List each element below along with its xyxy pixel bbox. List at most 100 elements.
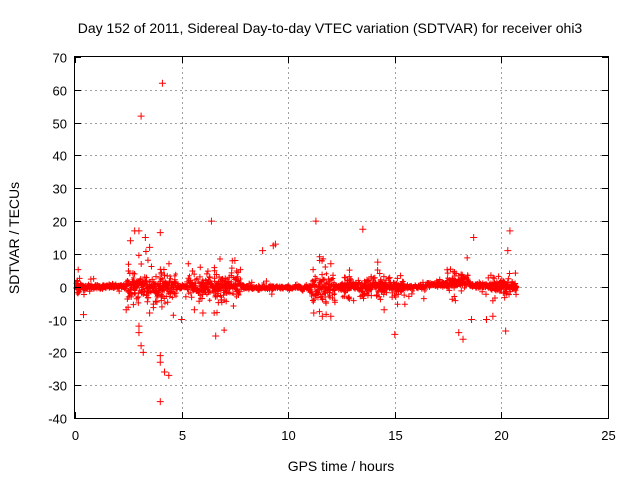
band-point [131,275,136,281]
scatter-point [226,274,233,281]
scatter-point [161,287,168,294]
scatter-point [138,261,145,268]
scatter-point [322,298,329,305]
scatter-point [444,270,451,277]
scatter-point [444,266,451,273]
scatter-point [487,272,494,279]
y-tick-label: 60 [53,84,67,99]
y-tick-label: 0 [60,281,67,296]
scatter-point [132,289,139,296]
scatter-point [331,285,338,292]
x-tick-label: 5 [179,428,186,443]
scatter-point [293,281,300,288]
scatter-point [97,285,104,292]
scatter-point [397,280,404,287]
outlier-point [178,316,186,324]
scatter-point [191,271,198,278]
outlier-point [502,327,510,335]
outlier-point [135,322,143,330]
scatter-point [345,294,352,301]
band-point [324,271,329,277]
scatter-point [319,271,326,278]
y-tick-label: 20 [53,215,67,230]
scatter-point [166,279,173,286]
scatter-point [204,281,211,288]
scatter-point [501,290,508,297]
scatter-point [116,288,123,295]
scatter-point [160,266,167,273]
scatter-point [490,282,497,289]
scatter-point [184,278,191,285]
outlier-point [156,229,164,237]
scatter-point [394,275,401,282]
scatter-point [187,289,194,296]
scatter-point [258,284,265,291]
scatter-point [316,253,323,260]
scatter-point [321,277,328,284]
x-tick-label: 25 [601,428,615,443]
scatter-point [491,294,498,301]
scatter-point [157,274,164,281]
scatter-point [167,290,174,297]
scatter-point [512,270,519,277]
scatter-point [434,279,441,286]
scatter-point [145,294,152,301]
x-tick-label: 15 [388,428,402,443]
axis-ticks: -40 -30 -20 -10 0 10 20 30 40 50 60 70 0 5 10 15 20 25 [48,51,616,444]
scatter-point [235,292,242,299]
scatter-point [330,272,337,279]
scatter-point [444,282,451,289]
scatter-point [365,288,372,295]
scatter-point [189,279,196,286]
scatter-point [308,288,315,295]
scatter-point [382,277,389,284]
scatter-point [390,279,397,286]
scatter-point [377,284,384,291]
scatter-point [74,289,81,296]
outlier-point [312,217,320,225]
outlier-point [126,237,134,245]
scatter-point [385,275,392,282]
x-axis-label: GPS time / hours [288,458,395,474]
band-point [207,297,212,303]
scatter-point [231,283,238,290]
outlier-point [504,247,512,255]
scatter-point [380,273,387,280]
scatter-point [377,296,384,303]
scatter-point [325,284,332,291]
outlier-point [459,335,467,343]
outlier-point [137,112,145,120]
scatter-point [456,278,463,285]
scatter-point [197,264,204,271]
scatter-point [381,288,388,294]
scatter-point [230,302,237,309]
scatter-point [513,291,520,298]
scatter-point [459,281,466,288]
outlier-point [141,234,149,241]
scatter-point [401,292,408,299]
scatter-point [135,299,142,306]
y-tick-label: 10 [53,248,67,263]
scatter-point [185,275,192,282]
y-tick-label: -20 [48,346,67,361]
outlier-point [327,260,335,268]
outlier-point [482,316,490,324]
x-tick-label: 0 [72,428,79,443]
outlier-point [135,227,143,235]
scatter-point [341,293,348,300]
scatter-point [325,276,332,283]
scatter-point [323,311,330,318]
outlier-point [327,312,335,320]
scatter-point [153,298,160,305]
outlier-point [146,243,154,251]
scatter-point [152,285,159,292]
scatter-point [237,266,244,273]
outlier-point [146,309,154,317]
scatter-point [355,277,362,284]
scatter-point [454,281,461,288]
y-tick-label: -30 [48,379,67,394]
scatter-point [506,270,513,277]
outlier-point [468,316,476,324]
scatter-point [369,284,376,291]
scatter-point [109,281,116,288]
